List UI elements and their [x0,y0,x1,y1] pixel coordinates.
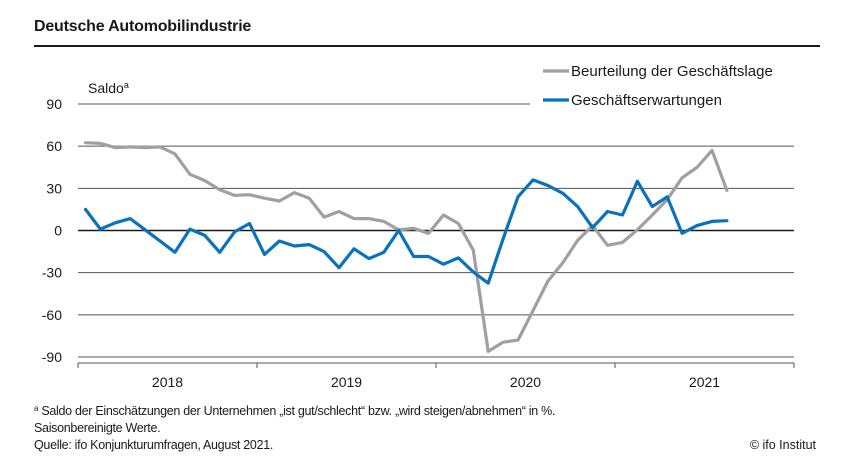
footnote-line-1: a Saldo der Einschätzungen der Unternehm… [34,404,555,418]
footnote-marker: a [34,404,39,413]
x-tick-label: 2021 [689,374,720,390]
x-tick-label: 2020 [510,374,541,390]
legend-label: Beurteilung der Geschäftslage [571,63,773,80]
y-unit-text: Saldo [88,80,124,96]
x-tick-label: 2019 [331,374,362,390]
series-line-erwartungen [83,178,729,285]
chart-title: Deutsche Automobilindustrie [34,18,252,35]
legend-label: Geschäftserwartungen [571,92,722,109]
y-tick-label: -90 [42,349,62,365]
source-note: Quelle: ifo Konjunkturumfragen, August 2… [34,438,274,452]
y-tick-label: 90 [46,96,62,112]
x-tick-label: 2018 [152,374,183,390]
y-axis-ticks: 90 60 30 0 -30 -60 -90 [42,96,62,365]
series-lines [83,141,729,353]
y-tick-label: -30 [42,265,62,281]
y-unit-label: Saldoa [88,80,129,96]
legend: Beurteilung der Geschäftslage Geschäftser… [543,63,773,109]
y-tick-label: 30 [46,180,62,196]
footnote-line-2: Saisonbereinigte Werte. [34,421,161,435]
x-axis: 2018 2019 2020 2021 [77,362,795,390]
footnote-text: Saldo der Einschätzungen der Unternehmen… [41,404,556,418]
y-tick-label: 0 [54,223,62,239]
y-tick-label: 60 [46,138,62,154]
series-line-geschaeftslage [83,141,729,353]
gridlines [78,103,794,358]
y-unit-superscript: a [123,80,129,90]
y-tick-label: -60 [42,307,62,323]
copyright: © ifo Institut [749,438,816,452]
title-rule [34,45,820,47]
